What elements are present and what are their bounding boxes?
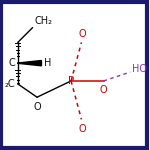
Text: P: P xyxy=(68,76,74,86)
Text: C: C xyxy=(8,58,15,68)
Text: O: O xyxy=(100,85,107,95)
Text: CH₂: CH₂ xyxy=(34,16,52,26)
Text: O: O xyxy=(78,29,86,39)
Text: H: H xyxy=(44,58,52,68)
Text: O: O xyxy=(78,124,86,134)
Text: ₂C: ₂C xyxy=(4,79,15,89)
Text: HO: HO xyxy=(132,64,147,74)
Text: O: O xyxy=(34,102,42,112)
Polygon shape xyxy=(18,60,41,66)
